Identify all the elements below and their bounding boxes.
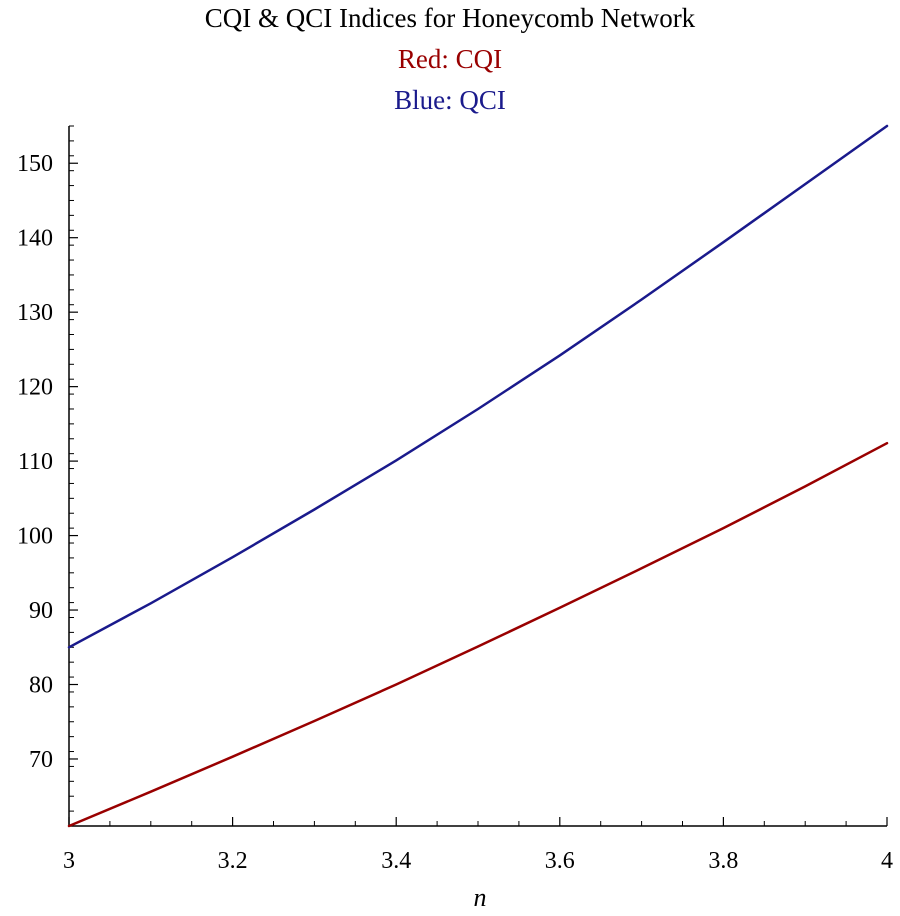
plot-area: [68, 126, 887, 827]
x-tick-label: 3.6: [545, 848, 575, 874]
y-tick-label: 140: [17, 226, 53, 252]
series-line-qci: [67, 124, 889, 649]
x-tick-label: 3: [63, 848, 75, 874]
series-line-cqi: [67, 441, 889, 828]
x-tick-label: 3.4: [381, 848, 411, 874]
y-tick-label: 120: [17, 375, 53, 401]
x-tick-label: 3.2: [218, 848, 248, 874]
series-layer: [67, 124, 889, 828]
y-tick-label: 100: [17, 524, 53, 550]
chart-title: CQI & QCI Indices for Honeycomb Network: [205, 3, 696, 33]
y-axis-ticks: 70 80 90 100 110 120 130 140 150: [17, 125, 78, 827]
x-tick-label: 3.8: [708, 848, 738, 874]
x-axis-label: n: [474, 883, 487, 912]
y-tick-label: 80: [29, 673, 53, 699]
x-axis-ticks: 3 3.2 3.4 3.6 3.8 4: [63, 817, 893, 874]
x-tick-label: 4: [881, 848, 893, 874]
y-tick-label: 90: [29, 598, 53, 624]
y-tick-label: 110: [18, 449, 53, 475]
y-tick-label: 70: [29, 747, 53, 773]
y-tick-label: 130: [17, 300, 53, 326]
y-tick-label: 150: [17, 151, 53, 177]
chart-subtitle-blue: Blue: QCI: [394, 85, 506, 115]
chart-subtitle-red: Red: CQI: [398, 44, 502, 74]
